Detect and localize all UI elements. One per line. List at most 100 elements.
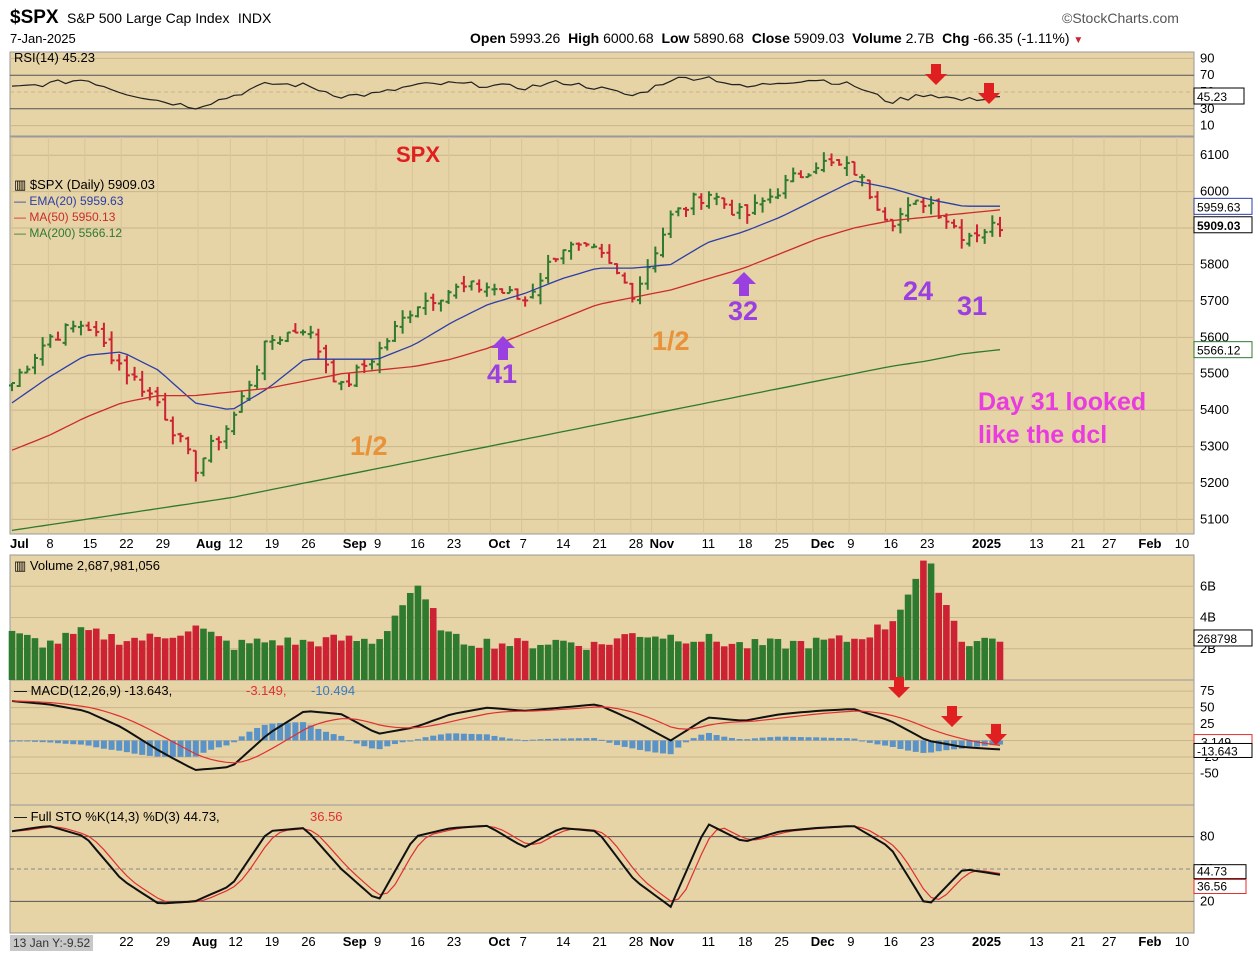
macd-hist-bar bbox=[422, 737, 429, 741]
rsi-line bbox=[11, 76, 1001, 110]
x-bottom-tick-label: 23 bbox=[447, 934, 461, 949]
volume-bar bbox=[659, 638, 667, 680]
volume-bar bbox=[973, 641, 981, 680]
macd-hist-bar bbox=[169, 740, 176, 757]
macd-hist-bar bbox=[384, 740, 391, 747]
macd-hist-bar bbox=[774, 736, 781, 741]
x-tick-label: 16 bbox=[884, 536, 898, 551]
rsi-value-tag-label: 45.23 bbox=[1197, 90, 1227, 104]
macd-hist-bar bbox=[874, 740, 881, 745]
macd-hist-bar bbox=[958, 740, 965, 749]
price-tick-label: 5300 bbox=[1200, 439, 1229, 454]
x-tick-label: 2025 bbox=[972, 536, 1001, 551]
volume-bar bbox=[782, 648, 789, 680]
volume-bar bbox=[230, 649, 238, 680]
macd-hist-bar bbox=[889, 740, 896, 747]
macd-hist-bar bbox=[935, 740, 942, 752]
volume-bar bbox=[215, 636, 223, 680]
volume-tick-label: 4B bbox=[1200, 610, 1216, 625]
ma200-line bbox=[11, 349, 1001, 532]
x-tick-label: 23 bbox=[447, 536, 461, 551]
volume-bar bbox=[812, 637, 820, 680]
price-tick-label: 5600 bbox=[1200, 329, 1229, 344]
down-arrow-icon bbox=[985, 724, 1007, 745]
volume-bar bbox=[720, 646, 728, 680]
macd-hist-bar bbox=[797, 737, 804, 741]
price-legend-ma50: — MA(50) 5950.13 bbox=[14, 210, 116, 224]
volume-bar bbox=[92, 628, 100, 680]
volume-bar bbox=[521, 640, 529, 680]
volume-bar bbox=[452, 633, 460, 680]
macd-hist-bar bbox=[667, 740, 674, 755]
volume-bar bbox=[981, 637, 988, 680]
macd-hist-bar bbox=[146, 740, 153, 756]
volume-bar bbox=[851, 638, 858, 680]
volume-bar bbox=[284, 637, 292, 680]
volume-bar bbox=[269, 640, 276, 680]
volume-bar bbox=[606, 644, 613, 680]
macd-hist-bar bbox=[368, 740, 375, 749]
volume-bar bbox=[843, 641, 851, 680]
volume-bar bbox=[966, 646, 973, 680]
brand-logo[interactable]: ©StockCharts.com bbox=[1062, 10, 1179, 26]
price-tick-label: 5200 bbox=[1200, 475, 1229, 490]
low-value: 5890.68 bbox=[693, 30, 744, 46]
macd-hist-bar bbox=[966, 740, 973, 748]
macd-hist-bar bbox=[529, 739, 536, 741]
macd-hist-bar bbox=[108, 740, 115, 750]
volume-bar bbox=[169, 637, 177, 680]
macd-hist-bar bbox=[499, 737, 506, 741]
macd-hist-bar bbox=[139, 740, 146, 755]
macd-hist-bar bbox=[345, 740, 352, 742]
x-bottom-tick-label: 12 bbox=[228, 934, 242, 949]
macd-hist-bar bbox=[905, 740, 912, 751]
volume-bar bbox=[912, 578, 920, 680]
macd-hist-bar bbox=[675, 740, 682, 748]
volume-bar bbox=[177, 635, 184, 680]
macd-hist-bar bbox=[54, 740, 61, 744]
volume-bar bbox=[698, 641, 705, 680]
macd-hist-bar bbox=[805, 737, 812, 741]
macd-hist-bar bbox=[843, 738, 850, 741]
up-arrow-icon bbox=[491, 336, 515, 360]
macd-hist-bar bbox=[690, 738, 697, 741]
rsi-value-tag bbox=[1193, 87, 1245, 105]
x-bottom-tick-label: Dec bbox=[811, 934, 835, 949]
macd-hist-bar bbox=[851, 738, 858, 741]
macd-hist-bar bbox=[277, 723, 284, 741]
cursor-readout: 13 Jan Y:-9.52 bbox=[10, 935, 94, 951]
macd-hist-bar bbox=[736, 739, 743, 741]
macd-hist-bar bbox=[912, 740, 919, 752]
volume-bar bbox=[996, 641, 1004, 680]
volume-bar bbox=[437, 630, 445, 680]
macd-hist-bar bbox=[460, 733, 467, 741]
volume-bar bbox=[207, 631, 215, 680]
cycle-label: 1/2 bbox=[652, 326, 690, 356]
macd-hist-bar bbox=[353, 740, 360, 744]
macd-hist-bar bbox=[399, 740, 406, 743]
volume-bar bbox=[989, 638, 996, 680]
macd-hist-bar bbox=[660, 740, 667, 754]
macd-hist-bar bbox=[123, 740, 130, 753]
volume-bar bbox=[131, 637, 138, 680]
down-arrow-icon bbox=[925, 64, 947, 85]
macd-hist-bar bbox=[621, 740, 628, 747]
data-series bbox=[8, 76, 1004, 909]
price-panel bbox=[9, 136, 1195, 535]
macd-hist-bar bbox=[514, 739, 521, 741]
volume-bar bbox=[728, 643, 736, 680]
volume-bar bbox=[874, 624, 881, 680]
price-legend-ema: — EMA(20) 5959.63 bbox=[14, 194, 124, 208]
x-tick-label: 22 bbox=[119, 536, 133, 551]
price-tick-label: 5400 bbox=[1200, 402, 1229, 417]
x-bottom-tick-label: 23 bbox=[920, 934, 934, 949]
macd-hist-bar bbox=[483, 734, 490, 741]
volume-bar bbox=[100, 639, 108, 680]
x-tick-label: 19 bbox=[265, 536, 279, 551]
rsi-tick-label: 90 bbox=[1200, 50, 1214, 65]
x-tick-label: 16 bbox=[410, 536, 424, 551]
volume-bar bbox=[498, 643, 506, 680]
volume-bar bbox=[322, 637, 330, 680]
macd-hist-bar bbox=[767, 737, 774, 741]
macd-hist-bar bbox=[246, 731, 253, 741]
